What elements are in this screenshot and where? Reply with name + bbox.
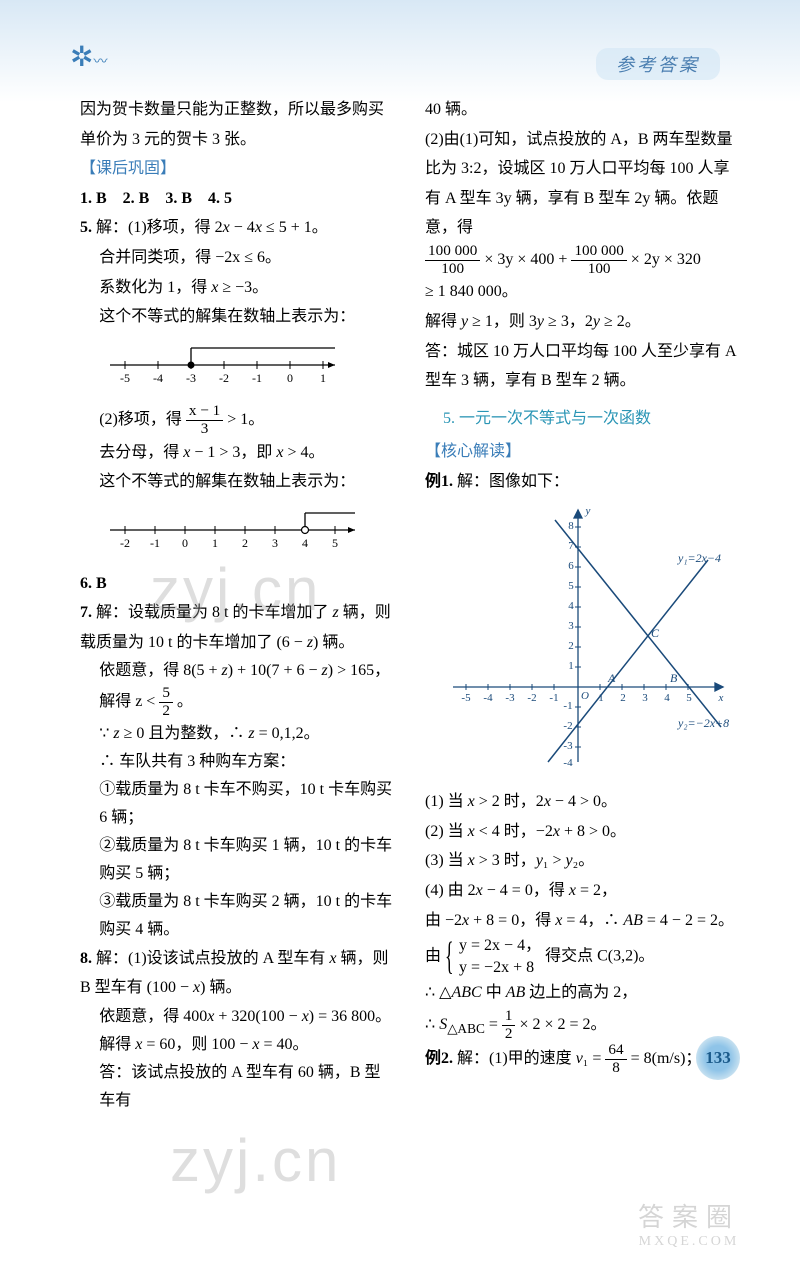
right-column: 40 辆。 (2)由(1)可知，试点投放的 A，B 两车型数量比为 3:2，设城… xyxy=(425,95,740,1115)
svg-text:-1: -1 xyxy=(563,700,572,712)
svg-text:1: 1 xyxy=(568,660,574,672)
svg-text:-3: -3 xyxy=(505,692,515,704)
graph-linear-functions: -5-4-3 -2-1 123 45 123 456 78 -1-2-3-4 O… xyxy=(425,502,740,783)
q7-l7: ②载质量为 8 t 卡车购买 1 辆，10 t 的卡车购买 5 辆； xyxy=(80,832,395,888)
svg-text:6: 6 xyxy=(568,560,574,572)
ex1-head: 例1. 解：图像如下： xyxy=(425,467,740,497)
intro-text: 因为贺卡数量只能为正整数，所以最多购买单价为 3 元的贺卡 3 张。 xyxy=(80,95,395,154)
q5-line3: 系数化为 1，得 x ≥ −3。 xyxy=(80,273,395,303)
section-5-title: 5. 一元一次不等式与一次函数 xyxy=(443,404,740,434)
cont-40: 40 辆。 xyxy=(425,95,740,125)
svg-text:y: y xyxy=(584,505,590,517)
header-title: 参考答案 xyxy=(596,48,720,80)
svg-text:-1: -1 xyxy=(150,536,160,550)
svg-text:-4: -4 xyxy=(153,371,163,385)
ex1-l8: ∴ S△ABC = 12 × 2 × 2 = 2。 xyxy=(425,1008,740,1042)
q7-l2: 依题意，得 8(5 + z) + 10(7 + 6 − z) > 165， xyxy=(80,657,395,685)
left-column: 因为贺卡数量只能为正整数，所以最多购买单价为 3 元的贺卡 3 张。 【课后巩固… xyxy=(80,95,395,1115)
svg-text:0: 0 xyxy=(182,536,188,550)
q7-l4: ∵ z ≥ 0 且为整数，∴ z = 0,1,2。 xyxy=(80,720,395,748)
svg-text:-3: -3 xyxy=(186,371,196,385)
svg-text:-5: -5 xyxy=(461,692,471,704)
svg-text:2: 2 xyxy=(620,692,626,704)
number-line-1: -5 -4 -3 -2 -1 0 1 xyxy=(100,340,395,396)
ex1-l4: (4) 由 2x − 4 = 0，得 x = 2， xyxy=(425,876,740,906)
p2-eq: 100 000100 × 3y × 400 + 100 000100 × 2y … xyxy=(425,243,740,277)
svg-text:8: 8 xyxy=(568,520,574,532)
ex1-l3: (3) 当 x > 3 时，y₁ > y₂。 xyxy=(425,846,740,876)
number-line-2: -2 -1 0 1 2 3 4 5 xyxy=(100,505,395,561)
svg-text:2: 2 xyxy=(242,536,248,550)
svg-text:3: 3 xyxy=(568,620,574,632)
svg-text:5: 5 xyxy=(686,692,692,704)
svg-text:O: O xyxy=(581,690,589,702)
svg-text:3: 3 xyxy=(642,692,648,704)
svg-text:-2: -2 xyxy=(527,692,536,704)
svg-text:4: 4 xyxy=(664,692,670,704)
q7-l8: ③载质量为 8 t 卡车购买 2 辆，10 t 的卡车购买 4 辆。 xyxy=(80,888,395,944)
svg-text:y₂=−2x+8: y₂=−2x+8 xyxy=(677,716,729,730)
ex1-l1: (1) 当 x > 2 时，2x − 4 > 0。 xyxy=(425,787,740,817)
svg-text:-1: -1 xyxy=(549,692,558,704)
svg-text:0: 0 xyxy=(287,371,293,385)
svg-text:4: 4 xyxy=(568,600,574,612)
header-windmill-decor: ✲〰 xyxy=(70,40,115,74)
q5-part2-3: 这个不等式的解集在数轴上表示为： xyxy=(80,467,395,497)
windmill-icon: ✲〰 xyxy=(70,40,107,74)
svg-text:1: 1 xyxy=(320,371,326,385)
ex2-head: 例2. 解：(1)甲的速度 v₁ = 648 = 8(m/s)； xyxy=(425,1042,740,1076)
section-consolidation: 【课后巩固】 xyxy=(80,154,395,184)
svg-text:-1: -1 xyxy=(252,371,262,385)
p2-eq-tail: ≥ 1 840 000。 xyxy=(425,277,740,307)
svg-text:C: C xyxy=(651,626,660,640)
p2-l4: 答：城区 10 万人口平均每 100 人至少享有 A 型车 3 辆，享有 B 型… xyxy=(425,337,740,396)
p2-l3: 解得 y ≥ 1，则 3y ≥ 3，2y ≥ 2。 xyxy=(425,307,740,337)
ex1-l2: (2) 当 x < 4 时，−2x + 8 > 0。 xyxy=(425,817,740,847)
svg-text:A: A xyxy=(607,671,616,685)
q5-part2-1: (2)移项，得 x − 13 > 1。 xyxy=(80,403,395,437)
svg-text:3: 3 xyxy=(272,536,278,550)
svg-text:-5: -5 xyxy=(120,371,130,385)
svg-text:4: 4 xyxy=(302,536,308,550)
svg-text:1: 1 xyxy=(212,536,218,550)
q8-l3: 解得 x = 60，则 100 − x = 40。 xyxy=(80,1031,395,1059)
svg-text:-2: -2 xyxy=(219,371,229,385)
svg-text:-2: -2 xyxy=(563,720,572,732)
svg-text:5: 5 xyxy=(332,536,338,550)
q8-l2: 依题意，得 400x + 320(100 − x) = 36 800。 xyxy=(80,1003,395,1031)
q7-l5: ∴ 车队共有 3 种购车方案： xyxy=(80,748,395,776)
q5-line2: 合并同类项，得 −2x ≤ 6。 xyxy=(80,243,395,273)
p2-l1: (2)由(1)可知，试点投放的 A，B 两车型数量比为 3:2，设城区 10 万… xyxy=(425,125,740,243)
q5-line4: 这个不等式的解集在数轴上表示为： xyxy=(80,302,395,332)
page-number: 133 xyxy=(696,1036,740,1080)
svg-text:-2: -2 xyxy=(120,536,130,550)
svg-text:5: 5 xyxy=(568,580,574,592)
ex1-l7: ∴ △ABC 中 AB 边上的高为 2， xyxy=(425,978,740,1008)
q6: 6. B xyxy=(80,569,395,599)
section-core: 【核心解读】 xyxy=(425,437,740,467)
svg-text:B: B xyxy=(670,671,678,685)
q5-line1: 5. 解：(1)移项，得 2x − 4x ≤ 5 + 1。 xyxy=(80,213,395,243)
answers-1-4: 1. B 2. B 3. B 4. 5 xyxy=(80,184,395,214)
svg-text:y₁=2x−4: y₁=2x−4 xyxy=(677,551,721,565)
q5-part2-2: 去分母，得 x − 1 > 3，即 x > 4。 xyxy=(80,438,395,468)
svg-text:2: 2 xyxy=(568,640,574,652)
svg-text:-4: -4 xyxy=(563,757,573,769)
svg-text:x: x xyxy=(717,692,723,704)
q8-head: 8. 解：(1)设该试点投放的 A 型车有 x 辆，则 B 型车有 (100 −… xyxy=(80,944,395,1003)
q7-head: 7. 解：设载质量为 8 t 的卡车增加了 z 辆，则载质量为 10 t 的卡车… xyxy=(80,598,395,657)
footer-logo: 答案圈 MXQE.COM xyxy=(638,1197,740,1250)
q8-l4: 答：该试点投放的 A 型车有 60 辆，B 型车有 xyxy=(80,1059,395,1115)
ex1-l5: 由 −2x + 8 = 0，得 x = 4，∴ AB = 4 − 2 = 2。 xyxy=(425,906,740,936)
svg-text:-4: -4 xyxy=(483,692,493,704)
ex1-l6: 由 y = 2x − 4， y = −2x + 8 得交点 C(3,2)。 xyxy=(425,935,740,978)
q7-l6: ①载质量为 8 t 卡车不购买，10 t 卡车购买 6 辆； xyxy=(80,776,395,832)
q7-l3: 解得 z < 52 。 xyxy=(80,685,395,719)
